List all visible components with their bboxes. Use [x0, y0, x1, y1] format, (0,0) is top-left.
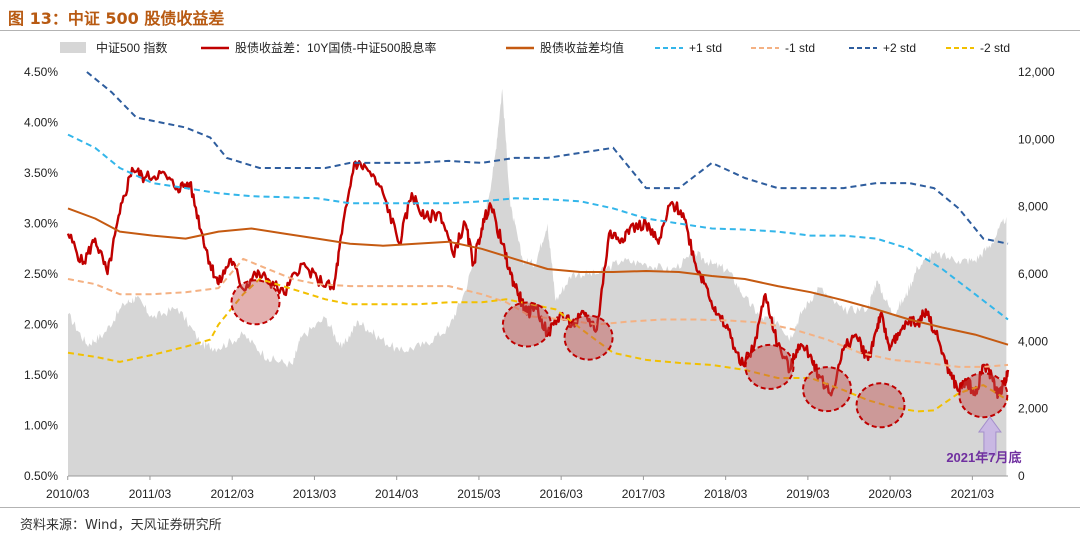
x-tick-label: 2015/03 — [457, 487, 501, 501]
axes-layer: 2010/03 2011/03 2012/03 2013/03 2014/03 2015/… — [24, 65, 1055, 501]
x-tick-label: 2010/03 — [46, 487, 90, 501]
line-series-5 — [86, 71, 1009, 245]
y-left-tick-label: 4.00% — [24, 116, 58, 130]
legend-label: 中证500 指数 — [96, 40, 167, 55]
y-right-tick-label: 8,000 — [1018, 200, 1048, 214]
y-left-tick-label: 3.00% — [24, 217, 58, 231]
x-tick-label: 2018/03 — [704, 487, 748, 501]
area-series-0 — [68, 88, 1007, 477]
highlight-circle — [230, 279, 281, 326]
x-tick-label: 2020/03 — [868, 487, 912, 501]
y-left-tick-label: 2.50% — [24, 267, 58, 281]
line-series-4 — [67, 257, 1009, 368]
legend-item: 股债收益差：10Y国债-中证500股息率 — [201, 40, 436, 55]
y-left-tick-label: 4.50% — [24, 65, 58, 79]
highlight-circle — [501, 301, 552, 348]
x-tick-label: 2019/03 — [786, 487, 830, 501]
legend: 中证500 指数 股债收益差：10Y国债-中证500股息率 股债收益差均值 +1 st… — [60, 40, 1010, 55]
legend-label: +1 std — [689, 41, 722, 55]
y-right-tick-label: 4,000 — [1018, 334, 1048, 348]
legend-item: 股债收益差均值 — [506, 40, 624, 55]
legend-label: -1 std — [785, 41, 815, 55]
line-series-1 — [66, 160, 1010, 399]
y-left-tick-label: 1.00% — [24, 419, 58, 433]
series-lines-layer — [66, 71, 1010, 413]
highlight-circle — [958, 372, 1009, 419]
footer-divider — [0, 507, 1080, 508]
legend-item: 中证500 指数 — [60, 40, 167, 55]
legend-label: 股债收益差均值 — [540, 40, 624, 55]
x-tick-label: 2014/03 — [375, 487, 419, 501]
highlight-circle — [744, 343, 795, 390]
source-note: 资料来源：Wind，天风证券研究所 — [20, 518, 222, 533]
x-tick-label: 2013/03 — [293, 487, 337, 501]
legend-label: -2 std — [980, 41, 1010, 55]
line-series-6 — [67, 278, 1009, 413]
line-series-2 — [67, 207, 1009, 346]
legend-item: -2 std — [946, 41, 1010, 55]
annotation-arrow — [977, 416, 1002, 456]
legend-item: -1 std — [751, 41, 815, 55]
x-tick-label: 2016/03 — [539, 487, 583, 501]
highlight-circle — [802, 366, 853, 413]
legend-label: +2 std — [883, 41, 916, 55]
y-left-tick-label: 0.50% — [24, 469, 58, 483]
x-tick-label: 2012/03 — [211, 487, 255, 501]
highlight-circles-layer — [230, 279, 1009, 429]
legend-item: +1 std — [655, 41, 722, 55]
y-right-tick-label: 2,000 — [1018, 402, 1048, 416]
y-right-tick-label: 0 — [1018, 469, 1025, 483]
legend-item: +2 std — [849, 41, 916, 55]
y-right-tick-label: 10,000 — [1018, 132, 1055, 146]
annotation-layer: 2021年7月底 — [946, 416, 1021, 465]
index-area-layer — [68, 88, 1007, 477]
highlight-circle — [563, 314, 614, 361]
y-left-tick-label: 2.00% — [24, 318, 58, 332]
x-tick-label: 2011/03 — [129, 487, 172, 501]
y-right-tick-label: 6,000 — [1018, 267, 1048, 281]
legend-swatch — [60, 42, 86, 53]
y-left-tick-label: 3.50% — [24, 166, 58, 180]
x-tick-label: 2021/03 — [951, 487, 995, 501]
highlight-circle — [855, 382, 906, 429]
figure-header: 图 13：中证 500 股债收益差 — [0, 0, 1080, 31]
x-tick-label: 2017/03 — [622, 487, 666, 501]
legend-label: 股债收益差：10Y国债-中证500股息率 — [235, 40, 436, 55]
y-left-tick-label: 1.50% — [24, 368, 58, 382]
y-right-tick-label: 12,000 — [1018, 65, 1055, 79]
annotation-label: 2021年7月底 — [946, 450, 1021, 465]
figure-title: 图 13：中证 500 股债收益差 — [8, 9, 225, 28]
